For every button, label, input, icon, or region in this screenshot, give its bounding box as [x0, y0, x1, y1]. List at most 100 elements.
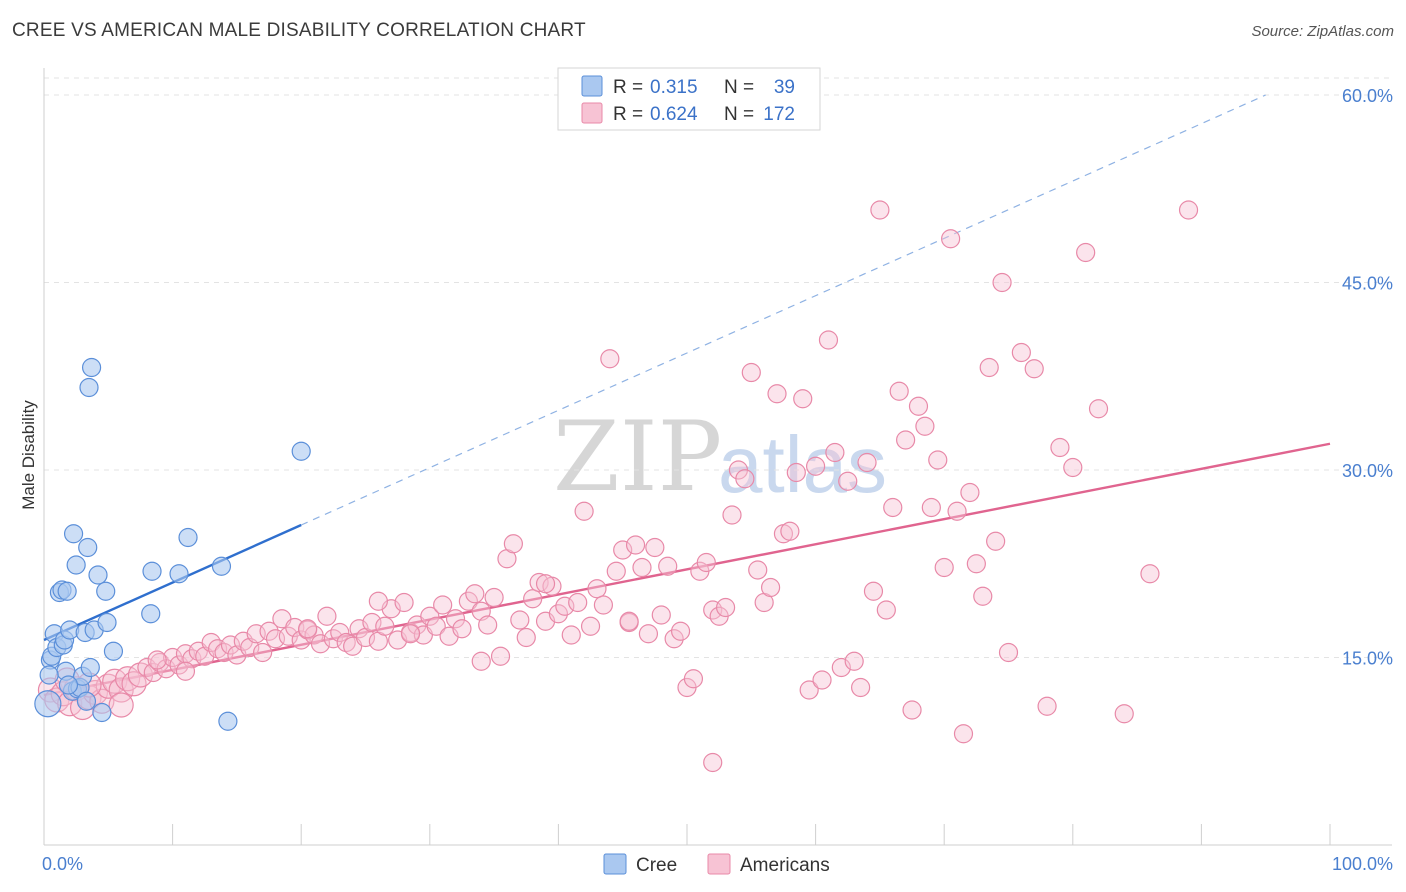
- americans-point: [664, 629, 684, 649]
- americans-point: [568, 592, 588, 613]
- americans-point: [851, 677, 871, 698]
- americans-point: [838, 471, 858, 491]
- americans-point: [889, 381, 909, 401]
- americans-point: [805, 456, 826, 476]
- cree-point: [92, 702, 112, 723]
- americans-point: [625, 535, 646, 555]
- americans-point: [748, 560, 768, 580]
- americans-point: [317, 606, 337, 626]
- americans-point: [175, 661, 196, 681]
- americans-point: [1088, 399, 1109, 419]
- americans-point: [793, 389, 813, 409]
- americans-point: [587, 579, 607, 599]
- legend-r-label: R =: [613, 77, 643, 98]
- legend-swatch-cree: [581, 75, 603, 97]
- legend-r-value: 0.315: [650, 77, 698, 98]
- americans-point: [825, 442, 845, 463]
- legend-n-value: 172: [763, 104, 795, 125]
- americans-point: [638, 624, 659, 644]
- americans-point: [516, 627, 536, 648]
- cree-point: [211, 556, 232, 576]
- americans-point: [121, 671, 147, 697]
- cree-point: [97, 612, 117, 633]
- cree-point: [96, 581, 116, 601]
- americans-point: [722, 505, 742, 525]
- americans-point: [902, 700, 922, 720]
- americans-point: [561, 625, 581, 645]
- americans-point: [452, 619, 472, 639]
- americans-point: [780, 521, 800, 541]
- americans-point: [433, 595, 453, 615]
- americans-point: [548, 604, 569, 624]
- cree-point: [76, 691, 97, 711]
- legend: R = 0.315 N = 39 R = 0.624 N = 172: [557, 67, 821, 131]
- americans-point: [896, 430, 916, 450]
- americans-point: [1024, 359, 1044, 379]
- legend-swatch-americans: [581, 102, 603, 124]
- americans-point: [503, 534, 523, 554]
- americans-point: [362, 612, 382, 633]
- cree-point: [141, 604, 161, 624]
- bottom-legend-label-americans: Americans: [740, 855, 830, 876]
- americans-point: [703, 752, 723, 773]
- americans-point: [979, 357, 999, 378]
- cree-point: [79, 377, 99, 398]
- y-tick-label: 30.0%: [1342, 461, 1393, 481]
- cree-point: [58, 675, 79, 695]
- cree-point: [103, 641, 124, 661]
- cree-point: [169, 564, 189, 584]
- americans-point: [102, 668, 128, 694]
- americans-point: [928, 450, 948, 470]
- americans-point: [844, 651, 864, 671]
- americans-point: [1140, 564, 1160, 584]
- americans-point: [535, 574, 556, 594]
- americans-point: [941, 229, 961, 249]
- americans-point: [870, 200, 890, 220]
- americans-point: [632, 557, 652, 578]
- trend-lines: [43, 94, 1331, 697]
- x-tick-label: 0.0%: [42, 854, 83, 874]
- americans-point: [510, 610, 530, 630]
- americans-point: [253, 642, 273, 663]
- cree-point: [88, 565, 108, 585]
- americans-point: [921, 497, 941, 518]
- americans-point: [137, 657, 157, 678]
- americans-point: [1063, 457, 1083, 478]
- americans-point: [741, 362, 761, 383]
- source-credit: Source: ZipAtlas.com: [1251, 23, 1394, 40]
- legend-n-value: 39: [774, 77, 795, 98]
- americans-point: [1076, 242, 1096, 263]
- cree-point: [291, 441, 311, 461]
- watermark-zip: ZIP: [553, 401, 722, 513]
- cree-point: [63, 524, 84, 544]
- americans-point: [375, 616, 395, 636]
- y-axis-label: Male Disability: [19, 400, 38, 510]
- americans-point: [670, 621, 691, 641]
- americans-point: [613, 540, 633, 560]
- americans-point: [1178, 200, 1199, 220]
- americans-point: [683, 669, 704, 689]
- grid: [44, 77, 1392, 658]
- americans-point: [465, 584, 485, 604]
- americans-point: [799, 680, 819, 700]
- cree-points: [34, 357, 311, 731]
- americans-point: [857, 452, 877, 473]
- americans-point: [715, 597, 736, 618]
- americans-point: [580, 616, 601, 636]
- americans-point: [973, 586, 993, 606]
- bottom-legend-swatch-cree: [603, 853, 627, 875]
- y-tick-label: 60.0%: [1342, 86, 1393, 106]
- americans-point: [163, 647, 183, 668]
- americans-point: [471, 651, 491, 671]
- americans-point: [960, 482, 980, 503]
- x-tick-label: 100.0%: [1332, 854, 1393, 874]
- y-tick-label: 45.0%: [1342, 274, 1393, 294]
- americans-point: [147, 650, 167, 670]
- cree-point: [78, 537, 98, 558]
- americans-point: [426, 616, 446, 636]
- americans-point: [220, 635, 241, 655]
- cree-point: [39, 665, 59, 685]
- americans-point: [606, 561, 626, 581]
- americans-point: [1011, 342, 1031, 363]
